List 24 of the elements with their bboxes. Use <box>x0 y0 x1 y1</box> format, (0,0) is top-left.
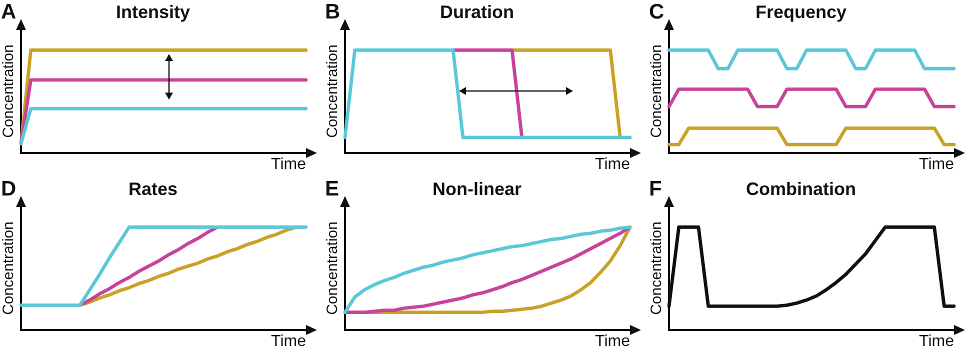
text: F <box>649 177 662 200</box>
y-axis-title: Concentration <box>648 44 666 138</box>
x-axis-title: Time <box>271 332 306 350</box>
chart-title: Non-linear <box>432 178 522 199</box>
chart-title: Duration <box>440 2 514 22</box>
y-axis-title: Concentration <box>0 44 18 138</box>
y-axis-title: Concentration <box>324 44 342 138</box>
text: E <box>325 177 340 200</box>
y-axis-title: Concentration <box>324 221 342 315</box>
chart-title: Rates <box>128 178 178 199</box>
x-axis-title: Time <box>271 156 306 173</box>
chart-title: Intensity <box>116 2 190 22</box>
y-axis-title: Concentration <box>0 221 18 315</box>
x-axis-title: Time <box>919 332 954 350</box>
y-axis-title: Concentration <box>648 221 666 315</box>
x-axis-title: Time <box>595 332 630 350</box>
x-axis-title: Time <box>919 156 954 173</box>
text: D <box>1 177 16 200</box>
chart-title: Frequency <box>755 2 847 22</box>
chart-title: Combination <box>746 178 856 199</box>
x-axis-title: Time <box>595 156 630 173</box>
text: B <box>325 0 340 24</box>
text: C <box>649 0 664 24</box>
text: A <box>1 0 16 24</box>
